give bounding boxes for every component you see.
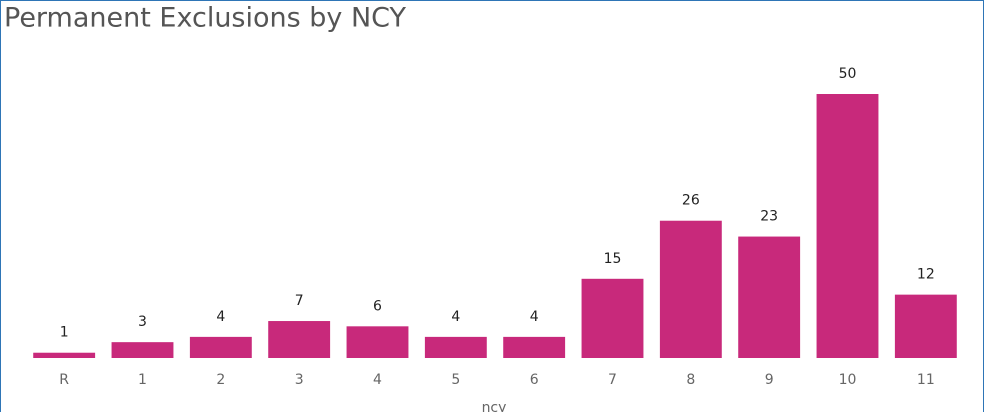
value-label: 4 [216,309,225,325]
x-tick-label: 11 [917,372,935,388]
bar [33,352,96,358]
x-tick-label: 7 [608,372,617,388]
x-tick-label: 1 [138,372,147,388]
value-label: 23 [760,209,778,225]
bar [503,336,566,358]
x-tick-label: 4 [373,372,382,388]
x-tick-label: 6 [530,372,539,388]
bar [189,336,252,358]
x-tick-label: 8 [686,372,695,388]
value-label: 1 [60,325,69,341]
value-label: 26 [682,193,700,209]
x-axis-label: ncy [482,400,507,412]
value-label: 4 [530,309,539,325]
x-tick-label: 3 [295,372,304,388]
bar [816,94,879,358]
value-label: 50 [839,66,857,82]
value-label: 12 [917,267,935,283]
bar [738,236,801,358]
x-tick-label: R [59,372,69,388]
value-label: 7 [295,293,304,309]
chart-title: Permanent Exclusions by NCY [4,3,407,34]
bar [111,342,174,358]
value-label: 3 [138,314,147,330]
bar [894,294,957,358]
bar [581,278,644,358]
x-tick-label: 2 [216,372,225,388]
value-label: 6 [373,298,382,314]
x-tick-label: 9 [765,372,774,388]
value-label: 4 [451,309,460,325]
x-tick-label: 10 [839,372,857,388]
bar [268,321,331,358]
bar [346,326,409,358]
bar [659,220,722,358]
bar [424,336,487,358]
x-tick-label: 5 [451,372,460,388]
value-label: 15 [604,251,622,267]
